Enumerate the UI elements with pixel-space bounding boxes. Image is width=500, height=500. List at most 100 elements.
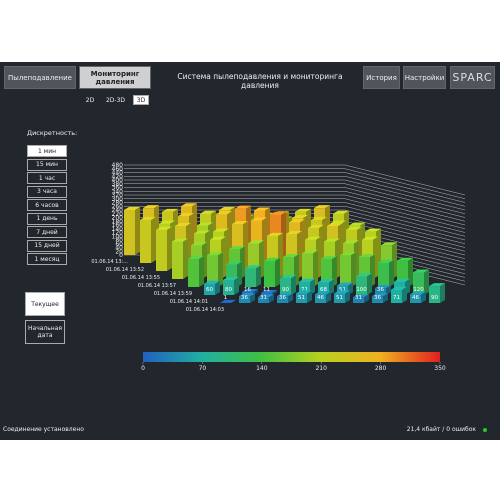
bar-side bbox=[192, 203, 197, 255]
bar-top bbox=[295, 208, 311, 212]
bar-side bbox=[253, 289, 258, 295]
bar-top bbox=[232, 221, 248, 225]
grid-line bbox=[124, 209, 466, 241]
bar-3d bbox=[188, 255, 204, 287]
row-label: 01.06.14 13:... bbox=[91, 259, 128, 265]
discreteness-option[interactable]: 15 мин bbox=[27, 158, 67, 171]
bar-side bbox=[322, 216, 327, 263]
bar-top bbox=[321, 255, 337, 259]
bar-front bbox=[216, 214, 227, 263]
discreteness-option[interactable]: 3 часа bbox=[27, 185, 67, 198]
bar-3d bbox=[286, 231, 302, 279]
bar-3d bbox=[305, 236, 321, 279]
grid-line bbox=[124, 183, 466, 214]
bar-3d bbox=[381, 242, 397, 279]
grid-line bbox=[124, 164, 466, 196]
bar-front bbox=[381, 245, 392, 279]
bar-front bbox=[162, 211, 173, 255]
bar-side bbox=[288, 293, 293, 303]
view-tab[interactable]: 2D-3D bbox=[103, 95, 128, 105]
y-tick-label: 480 bbox=[112, 162, 124, 169]
settings-button[interactable]: Настройки bbox=[403, 66, 446, 89]
grid-line bbox=[124, 187, 466, 218]
bar-3d bbox=[321, 255, 337, 287]
bar-front bbox=[270, 214, 281, 271]
tab[interactable]: Пылеподавление bbox=[4, 66, 76, 89]
bar-3d bbox=[359, 254, 375, 287]
bar-top bbox=[277, 293, 293, 297]
bar-3d bbox=[143, 205, 159, 255]
discreteness-option[interactable]: 15 дней bbox=[27, 239, 67, 252]
bar-front bbox=[245, 268, 256, 287]
bar-front bbox=[365, 231, 376, 271]
bar-front bbox=[356, 276, 367, 295]
bar-front bbox=[397, 260, 408, 287]
bar-value-label: 36 bbox=[374, 295, 381, 301]
bar-side bbox=[325, 205, 330, 255]
y-tick-label: 220 bbox=[112, 211, 124, 218]
bar-side bbox=[278, 232, 283, 279]
bar-front bbox=[124, 210, 135, 255]
discreteness-option[interactable]: 1 мин bbox=[27, 145, 67, 157]
bar-top bbox=[156, 226, 172, 230]
bar-value-label: 1 bbox=[224, 295, 228, 301]
bar-3d bbox=[353, 294, 369, 303]
bar-front bbox=[194, 233, 205, 271]
bar-3d bbox=[311, 216, 327, 263]
discreteness-option[interactable]: 1 день bbox=[27, 212, 67, 225]
bar-3d bbox=[257, 212, 273, 255]
discreteness-option[interactable]: 1 месяц bbox=[27, 253, 67, 265]
bar-top bbox=[333, 210, 349, 214]
bar-front bbox=[296, 293, 307, 303]
bar-front bbox=[258, 297, 269, 303]
bar-side bbox=[208, 222, 213, 263]
bar-side bbox=[319, 224, 324, 271]
bar-top bbox=[340, 252, 356, 256]
bar-front bbox=[314, 208, 325, 255]
bar-3d bbox=[394, 278, 410, 295]
view-tab[interactable]: 3D bbox=[133, 95, 149, 105]
bar-front bbox=[359, 257, 370, 287]
bar-3d bbox=[324, 238, 340, 279]
tab[interactable]: Мониторинг давления bbox=[79, 66, 151, 89]
logo: SPARC bbox=[450, 66, 495, 89]
y-tick-label: 40 bbox=[115, 245, 123, 252]
start-date-button[interactable]: Начальная дата bbox=[25, 320, 65, 344]
discreteness-option[interactable]: 1 час bbox=[27, 172, 67, 184]
bar-side bbox=[234, 277, 239, 295]
bar-top bbox=[216, 211, 232, 215]
bar-3d bbox=[273, 211, 289, 263]
bar-front bbox=[349, 225, 360, 263]
bar-3d bbox=[258, 294, 274, 303]
bar-3d bbox=[270, 211, 286, 271]
bar-front bbox=[210, 239, 221, 279]
bar-side bbox=[392, 242, 397, 279]
bar-front bbox=[254, 210, 265, 263]
bar-front bbox=[229, 249, 240, 279]
bar-3d bbox=[181, 203, 197, 255]
bar-value-label: 71 bbox=[396, 287, 403, 293]
grid-line bbox=[124, 168, 466, 199]
discreteness-option[interactable]: 6 часов bbox=[27, 199, 67, 211]
bar-side bbox=[186, 223, 191, 271]
bar-front bbox=[346, 229, 357, 271]
row-label: 01.06.14 13:52 bbox=[106, 267, 144, 273]
view-tab[interactable]: 2D bbox=[82, 95, 98, 105]
bar-top bbox=[264, 257, 280, 261]
current-button[interactable]: Текущее bbox=[25, 292, 65, 316]
bar-3d bbox=[318, 279, 334, 295]
bar-value-label: 46 bbox=[412, 295, 419, 301]
history-button[interactable]: История bbox=[363, 66, 400, 89]
bar-side bbox=[154, 205, 159, 255]
bar-top bbox=[276, 216, 292, 220]
bar-front bbox=[286, 234, 297, 279]
bar-front bbox=[391, 289, 402, 303]
bar-value-label: 100 bbox=[356, 287, 367, 293]
discreteness-option[interactable]: 7 дней bbox=[27, 226, 67, 238]
bar-top bbox=[353, 294, 369, 298]
bar-top bbox=[299, 278, 315, 282]
bar-front bbox=[308, 227, 319, 271]
bar-3d bbox=[220, 299, 236, 303]
bar-top bbox=[283, 254, 299, 257]
grid-line bbox=[124, 191, 466, 222]
